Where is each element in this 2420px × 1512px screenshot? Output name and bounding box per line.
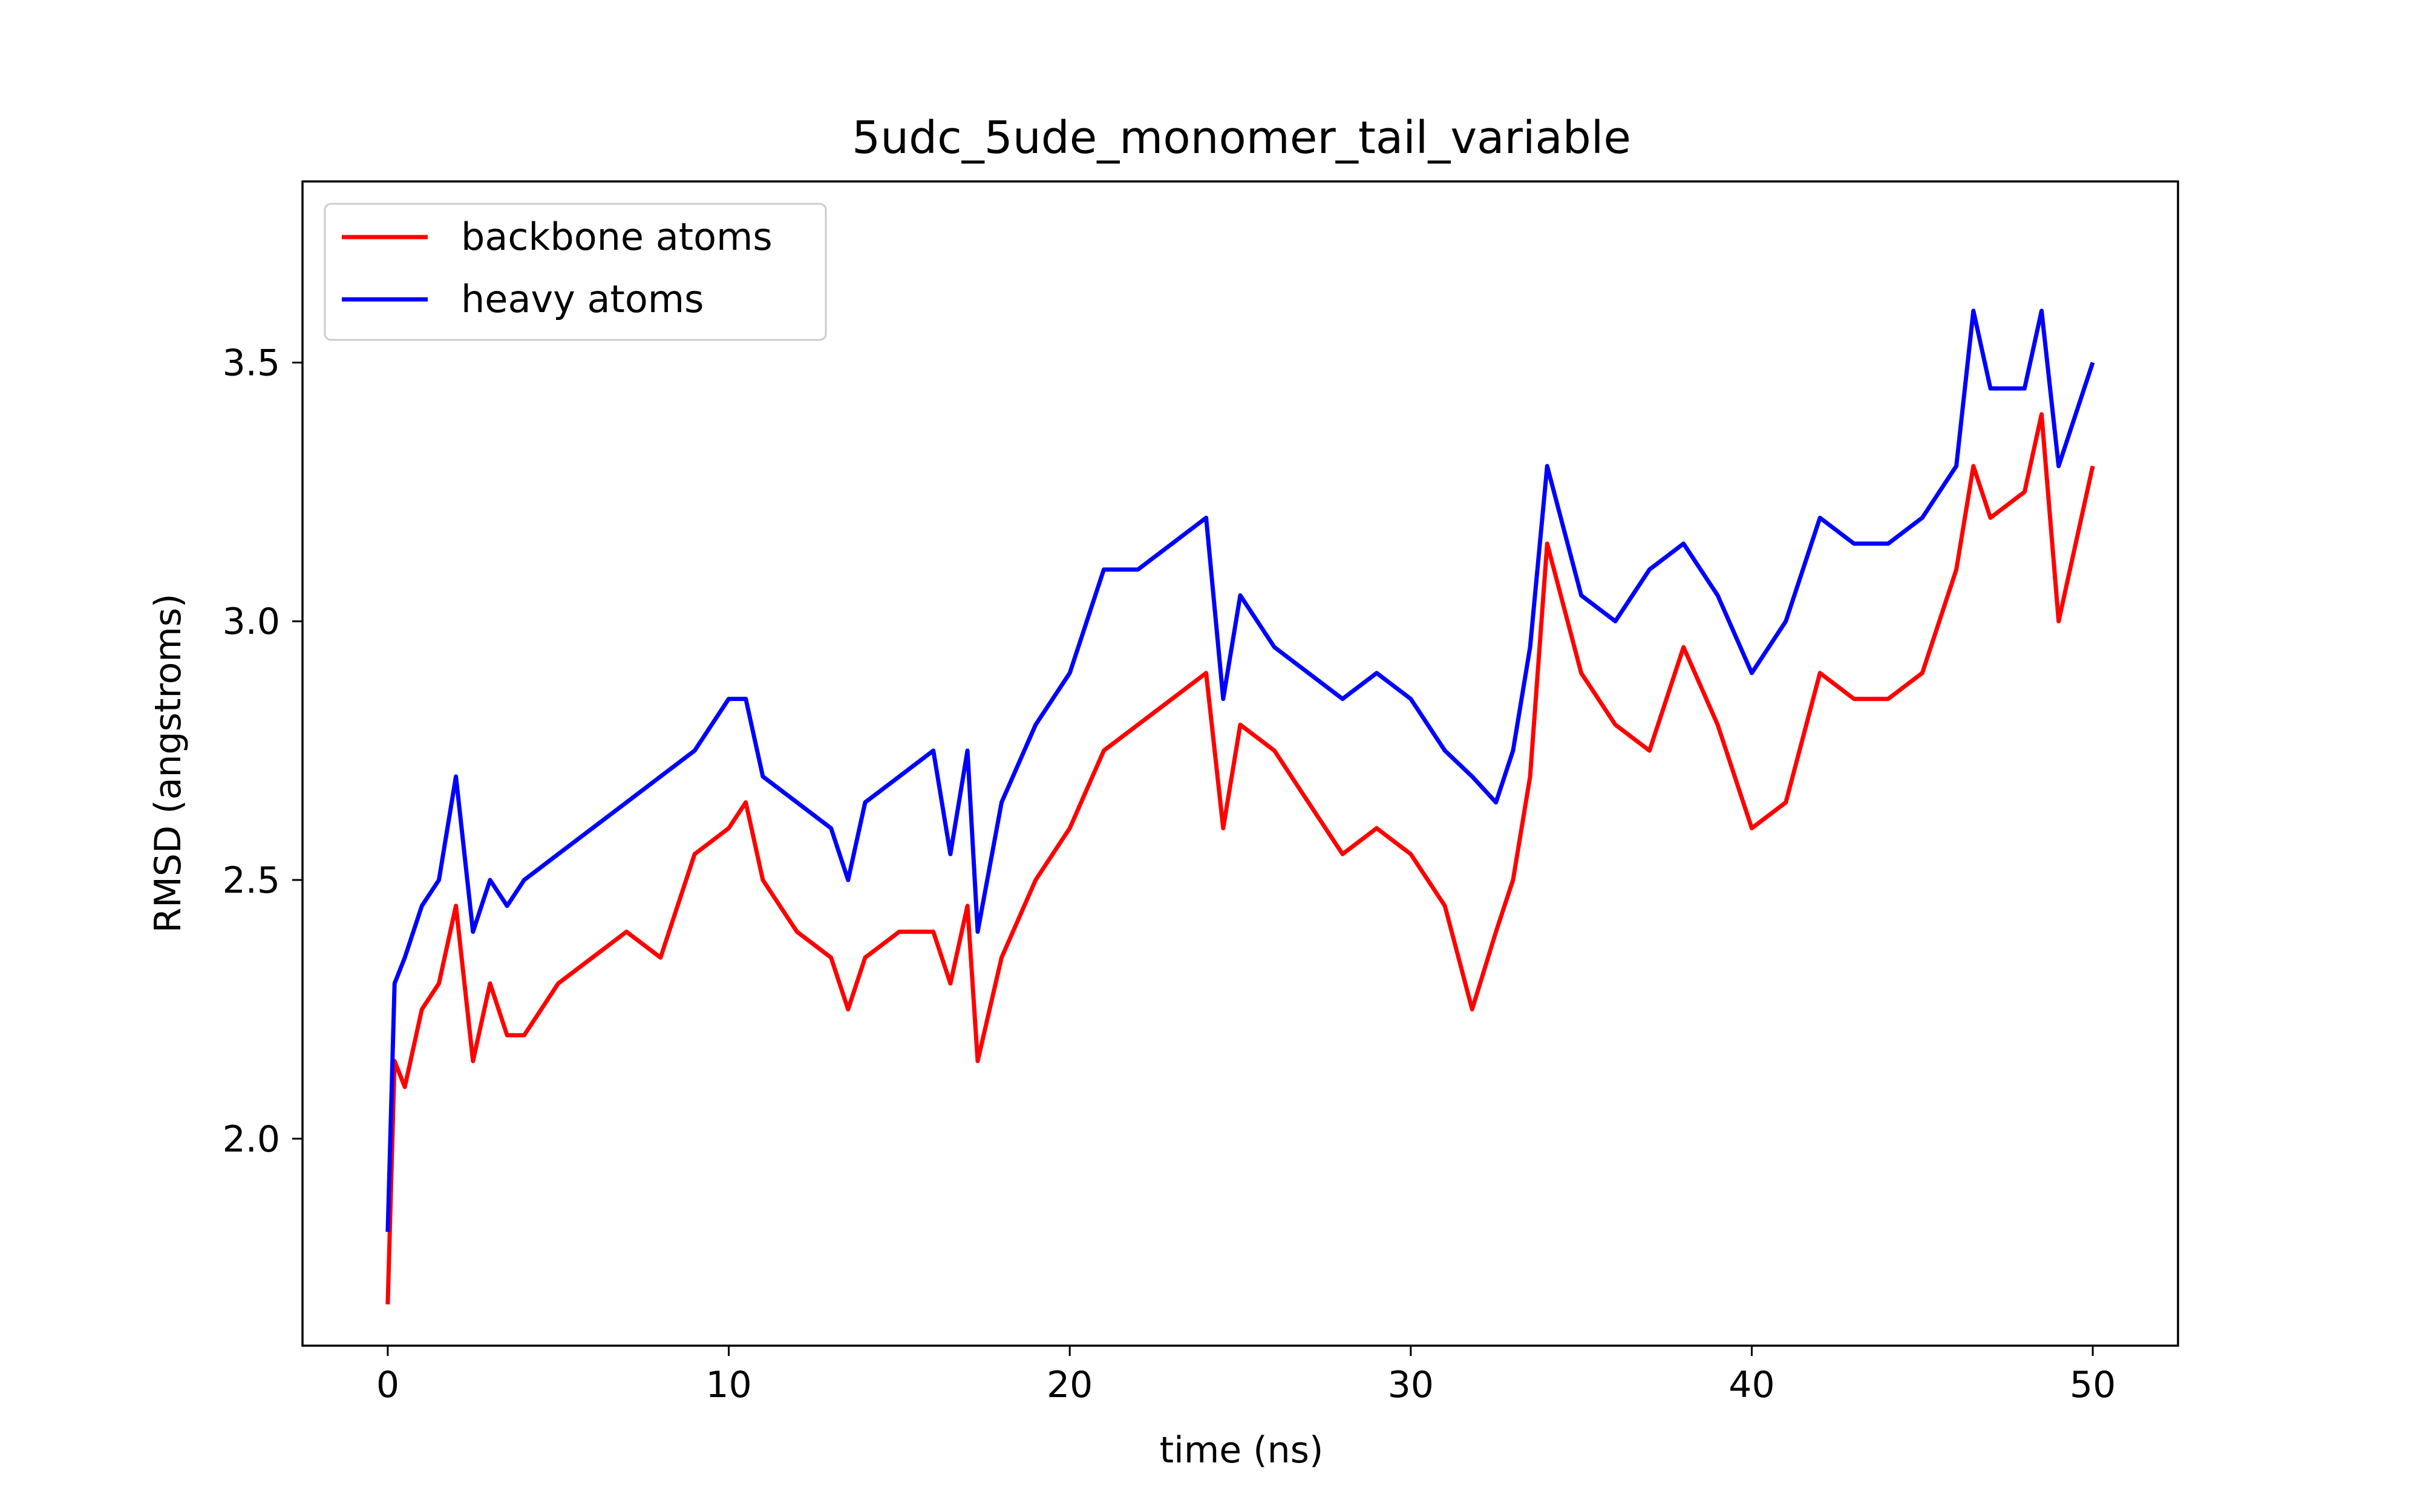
x-tick-label: 40 (1728, 1364, 1774, 1406)
x-tick-label: 50 (2070, 1364, 2116, 1406)
y-tick-label: 3.5 (223, 342, 280, 384)
series-layer (385, 308, 2095, 1305)
y-axis-ticks: 2.0 2.5 3.0 3.5 (223, 342, 302, 1161)
series-line-heavy-atoms (385, 308, 2095, 1232)
y-tick-label: 2.0 (223, 1118, 280, 1161)
x-tick-label: 10 (705, 1364, 751, 1406)
x-tick-label: 0 (376, 1364, 399, 1406)
plot-frame (301, 180, 2179, 1347)
x-tick-label: 30 (1388, 1364, 1434, 1406)
x-tick-label: 20 (1047, 1364, 1093, 1406)
legend-box (324, 203, 827, 341)
legend-label-heavy: heavy atoms (461, 277, 704, 321)
x-axis-title: time (ns) (1160, 1429, 1324, 1471)
legend: backbone atoms heavy atoms (324, 203, 827, 341)
x-axis-ticks: 0 10 20 30 40 50 (376, 1346, 2116, 1406)
y-axis-title: RMSD (angstroms) (147, 593, 189, 933)
y-tick-label: 3.0 (223, 601, 280, 643)
chart-title: 5udc_5ude_monomer_tail_variable (852, 112, 1631, 164)
series-line-backbone-atoms (385, 412, 2095, 1305)
y-tick-label: 2.5 (223, 859, 280, 902)
legend-label-backbone: backbone atoms (461, 215, 773, 259)
